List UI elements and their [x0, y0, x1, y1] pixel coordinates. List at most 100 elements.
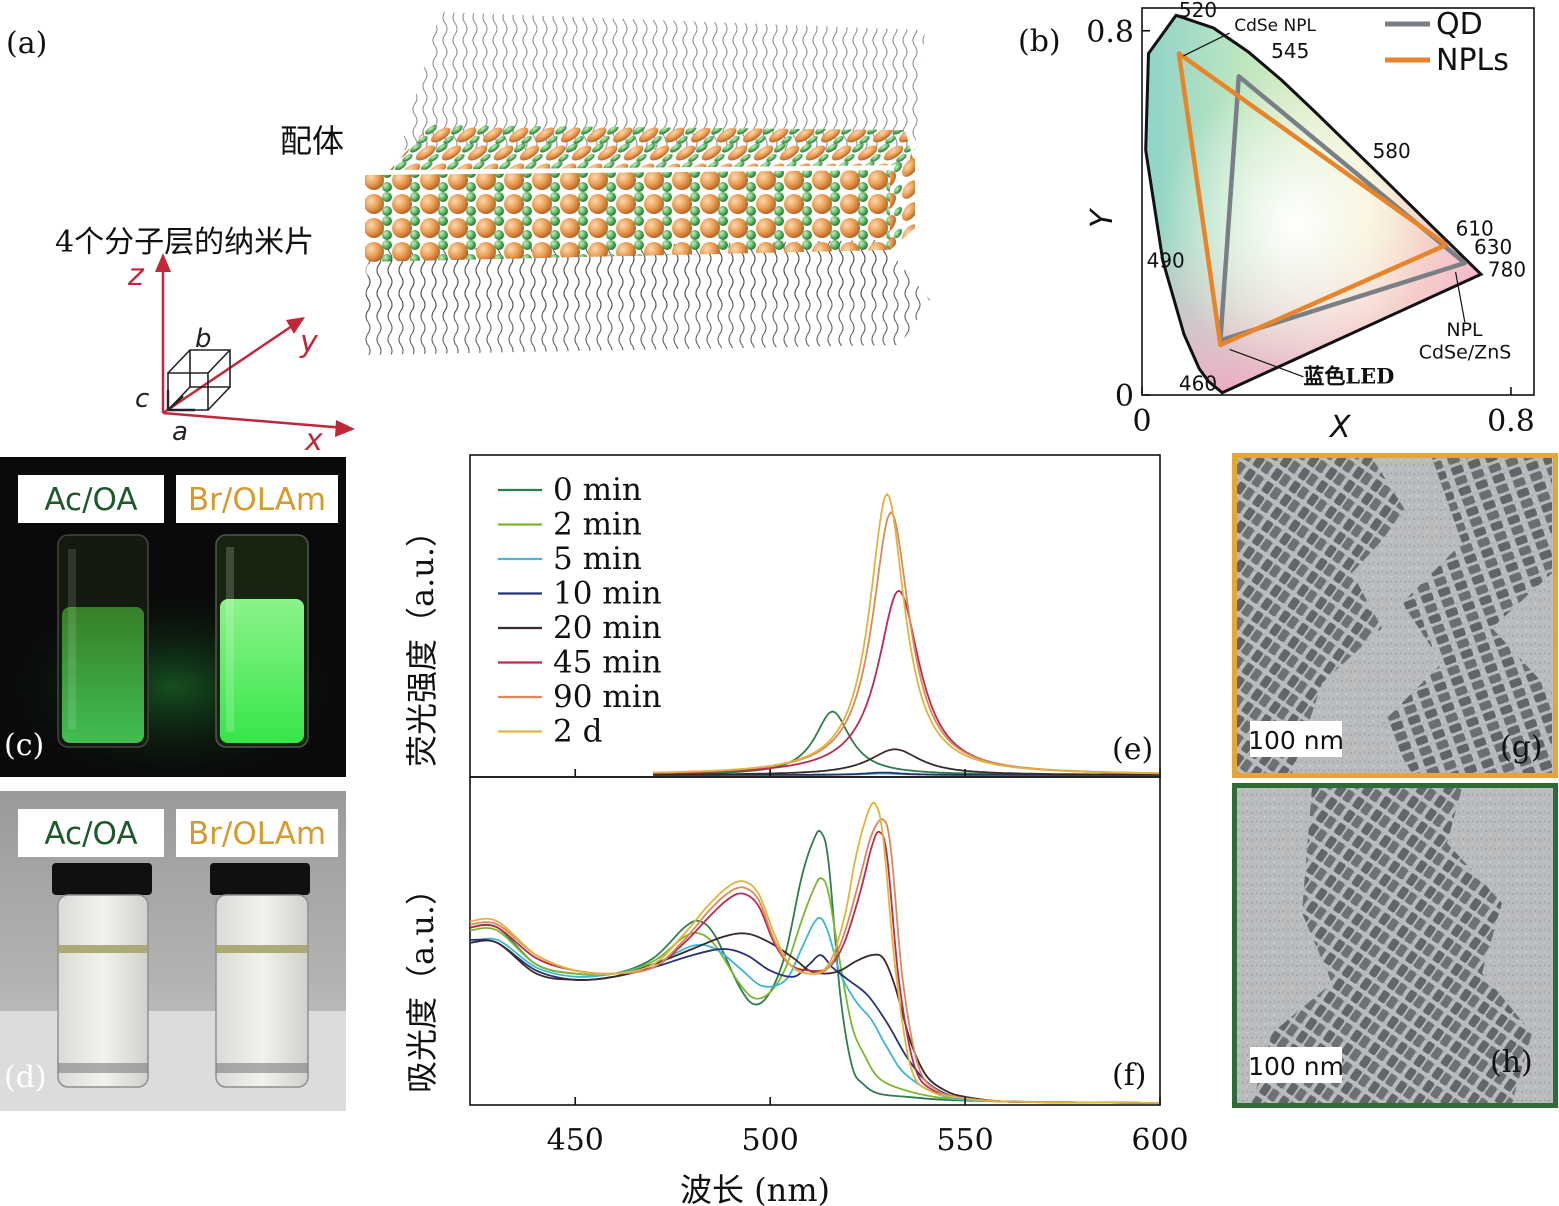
- annotation-cdse-zns: CdSe/ZnS: [1419, 342, 1512, 364]
- pl-series-line: [653, 492, 1160, 775]
- tag-ac-oa-uv: Ac/OA: [44, 482, 137, 518]
- z-arrowhead: [155, 253, 171, 272]
- pl-series-line: [653, 710, 1160, 776]
- y-axis-label: Y: [1085, 207, 1120, 228]
- abs-plot-frame: [469, 776, 1161, 1106]
- legend-label: 2 min: [553, 507, 642, 543]
- axis-label-z: z: [127, 258, 145, 293]
- x-tick-label: 550: [936, 1123, 993, 1158]
- panel-label-d: (d): [4, 1060, 47, 1095]
- legend-label: 5 min: [553, 541, 642, 577]
- wavelength-label: 520: [1179, 0, 1217, 22]
- y-arrowhead: [286, 317, 305, 334]
- slab-front-face: [365, 170, 890, 262]
- scale-bar-bg-h: [1250, 1047, 1342, 1083]
- wavelength-label: 580: [1373, 139, 1411, 163]
- vial-right-liquid: [220, 599, 304, 743]
- y-tick-label: 0: [1115, 379, 1134, 414]
- legend-label: NPLs: [1436, 43, 1509, 78]
- axis-label-a: a: [172, 417, 188, 447]
- tag-ac-oa-ambient: Ac/OA: [44, 816, 137, 852]
- legend-label: 10 min: [553, 576, 662, 612]
- cie-spectral-locus: [1144, 13, 1484, 395]
- panel-label-h: (h): [1490, 1045, 1533, 1080]
- abs-series-line: [469, 829, 1161, 1104]
- abs-series-line: [469, 818, 1161, 1104]
- x-axis-label: X: [1328, 410, 1352, 445]
- tem-frame-g: [1232, 453, 1558, 778]
- tag-br-olam-ambient: Br/OLAm: [188, 816, 326, 852]
- abs-series-line: [469, 801, 1161, 1104]
- panel-label-c: (c): [4, 728, 45, 763]
- wavelength-label: 780: [1488, 258, 1526, 282]
- legend-label: QD: [1436, 7, 1483, 42]
- scale-bar-label-g: 100 nm: [1248, 726, 1344, 755]
- panel-label-a: (a): [6, 26, 48, 61]
- vial-left-liquid: [62, 607, 144, 743]
- vial-cap-left: [52, 863, 152, 895]
- cie-frame: [1141, 7, 1535, 396]
- abs-series-line: [469, 877, 1161, 1104]
- vial-right-ambient: [215, 894, 309, 1088]
- x-arrowhead: [335, 420, 355, 437]
- wavelength-label: 490: [1147, 249, 1185, 273]
- axis-label-c: c: [135, 384, 149, 414]
- y-tick-label: 0.8: [1086, 15, 1134, 50]
- axis-label-x: x: [304, 423, 323, 455]
- panel-label-e: (e): [1112, 732, 1153, 767]
- legend-label: 45 min: [553, 645, 662, 681]
- abs-series-line: [469, 932, 1161, 1104]
- photo-vials-uv: Ac/OA Br/OLAm: [0, 457, 346, 777]
- annotation-npl: NPL: [1446, 319, 1483, 341]
- legend-label: 0 min: [553, 472, 642, 508]
- abs-series-line: [469, 938, 1161, 1104]
- pl-series-line: [653, 748, 1160, 776]
- gamut-triangle-npls: [1176, 51, 1449, 348]
- vial-left-ambient: [57, 894, 149, 1088]
- abs-series-line: [469, 830, 1161, 1104]
- vial-cap-right: [210, 863, 310, 895]
- ligand-label: 配体: [280, 122, 344, 160]
- wavelength-label: 460: [1179, 371, 1217, 395]
- gamut-triangle-qd: [1218, 74, 1468, 343]
- annotation-cdse-npl: CdSe NPL: [1234, 16, 1316, 36]
- slab-side-face: [890, 150, 915, 250]
- tag-right-bg: [176, 475, 338, 523]
- legend-label: 2 d: [553, 714, 602, 750]
- tem-image-h: 100 nm: [1232, 783, 1558, 1108]
- abs-series-line: [469, 916, 1161, 1104]
- tem-image-g: 100 nm: [1232, 453, 1558, 778]
- panel-label-f: (f): [1112, 1058, 1147, 1093]
- tag-left-bg: [18, 475, 164, 523]
- x-tick-label: 500: [742, 1123, 799, 1158]
- tag-br-olam-uv: Br/OLAm: [188, 482, 326, 518]
- x-tick-label: 0: [1132, 404, 1151, 439]
- tem-frame-h: [1232, 783, 1558, 1108]
- wavelength-label: 545: [1271, 39, 1309, 63]
- x-axis: [162, 411, 346, 430]
- scale-bar-label-h: 100 nm: [1248, 1052, 1344, 1081]
- unit-cell: [166, 349, 231, 412]
- x-axis-label: 波长 (nm): [680, 1171, 830, 1206]
- photo-vials-ambient: Ac/OA Br/OLAm: [0, 791, 346, 1111]
- slab-top-face: [390, 125, 915, 170]
- panel-label-b: (b): [1018, 24, 1061, 59]
- axis-label-b: b: [195, 324, 212, 354]
- wavelength-label: 630: [1474, 235, 1512, 259]
- x-tick-label: 600: [1131, 1123, 1188, 1158]
- x-tick-label: 0.8: [1487, 404, 1535, 439]
- abs-y-axis-label: 吸光度（a.u.）: [403, 873, 441, 1093]
- ligand-layer-top: [400, 12, 925, 150]
- panel-label-g: (g): [1500, 730, 1543, 765]
- nanoplatelet-illustration: y z x b c a 配体 4个分子层的纳米片: [55, 12, 930, 455]
- annotation-blue-led: 蓝色LED: [1303, 364, 1394, 389]
- x-tick-label: 450: [547, 1123, 604, 1158]
- nanoplatelet-label: 4个分子层的纳米片: [55, 225, 314, 260]
- legend-label: 90 min: [553, 679, 662, 715]
- scale-bar-bg-g: [1250, 721, 1342, 757]
- legend-label: 20 min: [553, 610, 662, 646]
- pl-y-axis-label: 荧光强度（a.u.）: [403, 515, 441, 767]
